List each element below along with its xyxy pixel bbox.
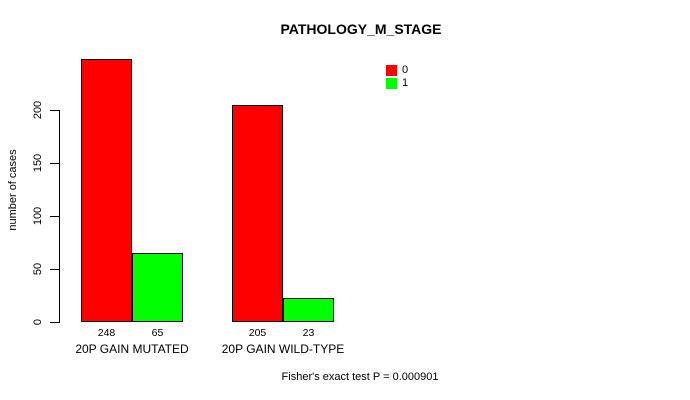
legend-item: 1 <box>386 77 408 90</box>
y-tick-label: 150 <box>32 153 44 173</box>
y-tick-label: 0 <box>32 318 44 326</box>
legend-label: 0 <box>402 64 409 76</box>
bar-1-1 <box>132 253 183 322</box>
bar-value-label: 205 <box>248 327 267 339</box>
chart-title: PATHOLOGY_M_STAGE <box>280 21 442 37</box>
y-axis-tick <box>50 322 59 323</box>
bar-value-label: 248 <box>97 327 116 339</box>
category-label: 20P GAIN WILD-TYPE <box>221 342 345 356</box>
y-axis-tick <box>50 216 59 217</box>
y-axis-tick <box>50 110 59 111</box>
legend-swatch <box>386 65 397 76</box>
y-tick-label: 50 <box>32 262 44 276</box>
bar-value-label: 23 <box>302 327 315 339</box>
footnote-text: Fisher's exact test P = 0.000901 <box>281 371 439 383</box>
y-axis-tick <box>50 163 59 164</box>
legend-swatch <box>386 78 397 89</box>
bar-1-2 <box>283 297 334 322</box>
bar-0-2 <box>232 104 283 322</box>
y-axis-label: number of cases <box>7 149 19 231</box>
y-axis <box>59 110 60 323</box>
bar-0-1 <box>81 59 132 322</box>
category-label: 20P GAIN MUTATED <box>75 342 189 356</box>
y-axis-tick <box>50 269 59 270</box>
y-tick-label: 100 <box>32 206 44 226</box>
legend-label: 1 <box>402 77 409 89</box>
bar-value-label: 65 <box>151 327 164 339</box>
legend-item: 0 <box>386 64 408 77</box>
y-tick-label: 200 <box>32 100 44 120</box>
